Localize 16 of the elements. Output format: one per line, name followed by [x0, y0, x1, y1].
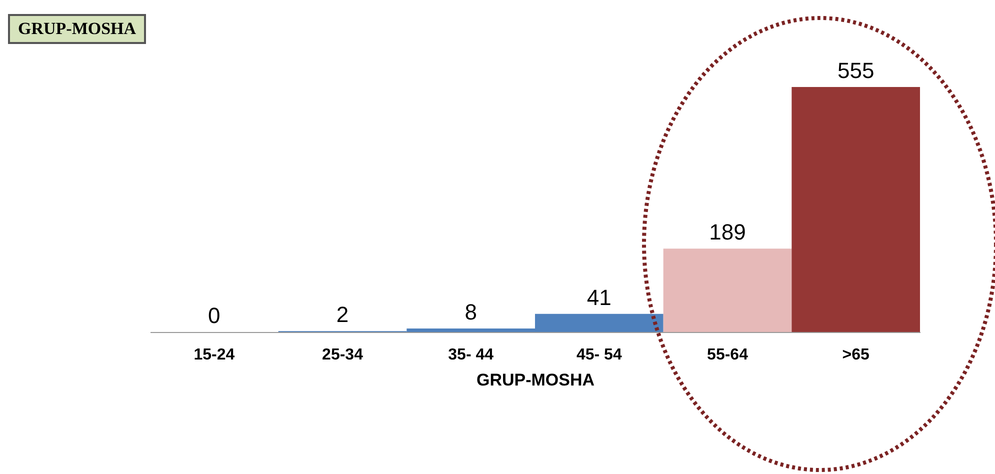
chart-title: GRUP-MOSHA [8, 14, 146, 44]
bar [792, 87, 920, 332]
x-tick-label: 45- 54 [576, 346, 622, 364]
x-tick-label: >65 [842, 346, 870, 364]
x-tick-label: 25-34 [322, 346, 364, 364]
data-label: 2 [336, 302, 349, 328]
data-label: 0 [208, 303, 220, 328]
bar [663, 248, 792, 332]
x-tick-label: 35- 44 [448, 346, 494, 364]
data-label: 189 [709, 220, 746, 245]
x-tick-label: 15-24 [194, 346, 235, 364]
x-axis-title: GRUP-MOSHA [476, 370, 595, 390]
data-label: 41 [586, 284, 612, 310]
x-tick-label: 55-64 [707, 346, 748, 364]
data-label: 555 [837, 58, 874, 83]
data-label: 8 [464, 299, 477, 324]
